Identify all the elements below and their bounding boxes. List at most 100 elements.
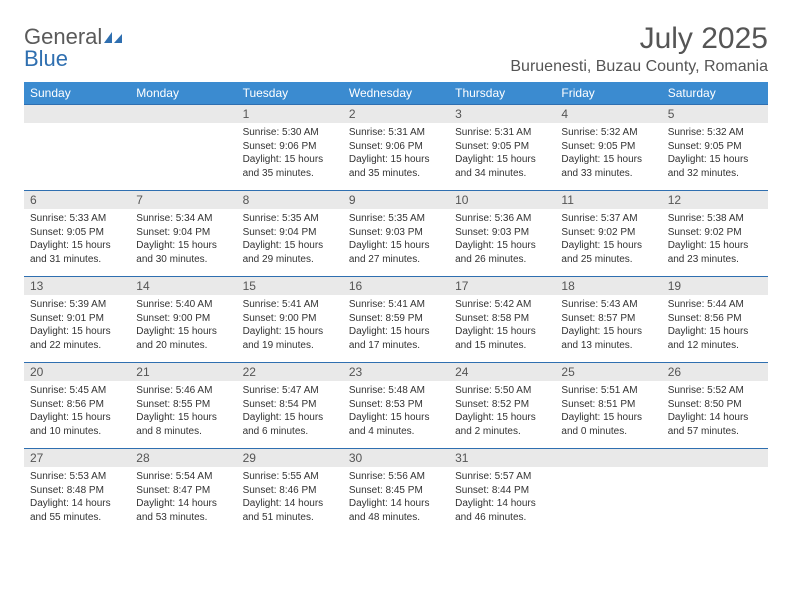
sunrise-text: Sunrise: 5:52 AM [668,384,762,398]
daylight-text: Daylight: 15 hours and 25 minutes. [561,239,655,266]
calendar-cell: 13Sunrise: 5:39 AMSunset: 9:01 PMDayligh… [24,276,130,362]
day-details: Sunrise: 5:31 AMSunset: 9:05 PMDaylight:… [449,123,555,183]
day-number: 2 [343,104,449,123]
calendar-cell: 9Sunrise: 5:35 AMSunset: 9:03 PMDaylight… [343,190,449,276]
day-details: Sunrise: 5:46 AMSunset: 8:55 PMDaylight:… [130,381,236,441]
day-number: 17 [449,276,555,295]
page-title: July 2025 [510,22,768,56]
sunset-text: Sunset: 9:05 PM [561,140,655,154]
day-number: 26 [662,362,768,381]
sunset-text: Sunset: 8:47 PM [136,484,230,498]
sunrise-text: Sunrise: 5:43 AM [561,298,655,312]
day-number: 25 [555,362,661,381]
daylight-text: Daylight: 15 hours and 26 minutes. [455,239,549,266]
sunrise-text: Sunrise: 5:42 AM [455,298,549,312]
calendar-week-row: 20Sunrise: 5:45 AMSunset: 8:56 PMDayligh… [24,362,768,448]
daylight-text: Daylight: 15 hours and 35 minutes. [349,153,443,180]
day-details: Sunrise: 5:48 AMSunset: 8:53 PMDaylight:… [343,381,449,441]
day-details: Sunrise: 5:45 AMSunset: 8:56 PMDaylight:… [24,381,130,441]
sunrise-text: Sunrise: 5:32 AM [668,126,762,140]
calendar-cell: 11Sunrise: 5:37 AMSunset: 9:02 PMDayligh… [555,190,661,276]
calendar-cell: 3Sunrise: 5:31 AMSunset: 9:05 PMDaylight… [449,104,555,190]
logo-text-blue: Blue [24,46,68,71]
calendar-cell: 4Sunrise: 5:32 AMSunset: 9:05 PMDaylight… [555,104,661,190]
daylight-text: Daylight: 15 hours and 19 minutes. [243,325,337,352]
day-details: Sunrise: 5:51 AMSunset: 8:51 PMDaylight:… [555,381,661,441]
daylight-text: Daylight: 14 hours and 51 minutes. [243,497,337,524]
sunrise-text: Sunrise: 5:50 AM [455,384,549,398]
day-details: Sunrise: 5:41 AMSunset: 9:00 PMDaylight:… [237,295,343,355]
day-number: 16 [343,276,449,295]
header: General Blue July 2025 Buruenesti, Buzau… [24,22,768,76]
sunset-text: Sunset: 8:45 PM [349,484,443,498]
sunrise-text: Sunrise: 5:31 AM [455,126,549,140]
day-number: 9 [343,190,449,209]
day-details: Sunrise: 5:47 AMSunset: 8:54 PMDaylight:… [237,381,343,441]
sunset-text: Sunset: 9:04 PM [136,226,230,240]
daylight-text: Daylight: 15 hours and 27 minutes. [349,239,443,266]
calendar-cell: 24Sunrise: 5:50 AMSunset: 8:52 PMDayligh… [449,362,555,448]
weekday-header: Monday [130,82,236,104]
daylight-text: Daylight: 15 hours and 30 minutes. [136,239,230,266]
day-details: Sunrise: 5:50 AMSunset: 8:52 PMDaylight:… [449,381,555,441]
daylight-text: Daylight: 15 hours and 23 minutes. [668,239,762,266]
calendar-cell [662,448,768,534]
sunrise-text: Sunrise: 5:57 AM [455,470,549,484]
sunset-text: Sunset: 9:02 PM [561,226,655,240]
calendar-week-row: 1Sunrise: 5:30 AMSunset: 9:06 PMDaylight… [24,104,768,190]
day-details: Sunrise: 5:38 AMSunset: 9:02 PMDaylight:… [662,209,768,269]
sunset-text: Sunset: 8:50 PM [668,398,762,412]
daylight-text: Daylight: 14 hours and 46 minutes. [455,497,549,524]
day-number: 21 [130,362,236,381]
daylight-text: Daylight: 15 hours and 12 minutes. [668,325,762,352]
sunrise-text: Sunrise: 5:56 AM [349,470,443,484]
daylight-text: Daylight: 15 hours and 2 minutes. [455,411,549,438]
day-number [24,104,130,123]
sunrise-text: Sunrise: 5:41 AM [349,298,443,312]
daylight-text: Daylight: 14 hours and 57 minutes. [668,411,762,438]
sunset-text: Sunset: 8:54 PM [243,398,337,412]
day-number: 3 [449,104,555,123]
weekday-header: Saturday [662,82,768,104]
sunset-text: Sunset: 8:51 PM [561,398,655,412]
day-details: Sunrise: 5:54 AMSunset: 8:47 PMDaylight:… [130,467,236,527]
day-details: Sunrise: 5:37 AMSunset: 9:02 PMDaylight:… [555,209,661,269]
calendar-cell: 15Sunrise: 5:41 AMSunset: 9:00 PMDayligh… [237,276,343,362]
sunset-text: Sunset: 9:01 PM [30,312,124,326]
sunrise-text: Sunrise: 5:39 AM [30,298,124,312]
calendar-cell: 31Sunrise: 5:57 AMSunset: 8:44 PMDayligh… [449,448,555,534]
day-number: 19 [662,276,768,295]
daylight-text: Daylight: 15 hours and 0 minutes. [561,411,655,438]
day-number: 20 [24,362,130,381]
sunrise-text: Sunrise: 5:44 AM [668,298,762,312]
day-details: Sunrise: 5:40 AMSunset: 9:00 PMDaylight:… [130,295,236,355]
weekday-header: Wednesday [343,82,449,104]
daylight-text: Daylight: 15 hours and 34 minutes. [455,153,549,180]
day-number: 11 [555,190,661,209]
day-number: 27 [24,448,130,467]
sunset-text: Sunset: 9:04 PM [243,226,337,240]
sunset-text: Sunset: 8:44 PM [455,484,549,498]
day-details: Sunrise: 5:31 AMSunset: 9:06 PMDaylight:… [343,123,449,183]
day-details: Sunrise: 5:30 AMSunset: 9:06 PMDaylight:… [237,123,343,183]
sunrise-text: Sunrise: 5:34 AM [136,212,230,226]
sunset-text: Sunset: 8:52 PM [455,398,549,412]
day-details: Sunrise: 5:57 AMSunset: 8:44 PMDaylight:… [449,467,555,527]
day-details: Sunrise: 5:35 AMSunset: 9:03 PMDaylight:… [343,209,449,269]
day-details: Sunrise: 5:44 AMSunset: 8:56 PMDaylight:… [662,295,768,355]
sunset-text: Sunset: 9:03 PM [349,226,443,240]
sunset-text: Sunset: 8:53 PM [349,398,443,412]
sunset-text: Sunset: 9:05 PM [455,140,549,154]
sunset-text: Sunset: 9:02 PM [668,226,762,240]
calendar-cell: 27Sunrise: 5:53 AMSunset: 8:48 PMDayligh… [24,448,130,534]
day-number: 31 [449,448,555,467]
sunset-text: Sunset: 9:06 PM [243,140,337,154]
day-number: 22 [237,362,343,381]
daylight-text: Daylight: 14 hours and 55 minutes. [30,497,124,524]
day-details: Sunrise: 5:35 AMSunset: 9:04 PMDaylight:… [237,209,343,269]
day-details: Sunrise: 5:42 AMSunset: 8:58 PMDaylight:… [449,295,555,355]
calendar-cell [130,104,236,190]
sunrise-text: Sunrise: 5:46 AM [136,384,230,398]
daylight-text: Daylight: 15 hours and 6 minutes. [243,411,337,438]
sunset-text: Sunset: 9:03 PM [455,226,549,240]
